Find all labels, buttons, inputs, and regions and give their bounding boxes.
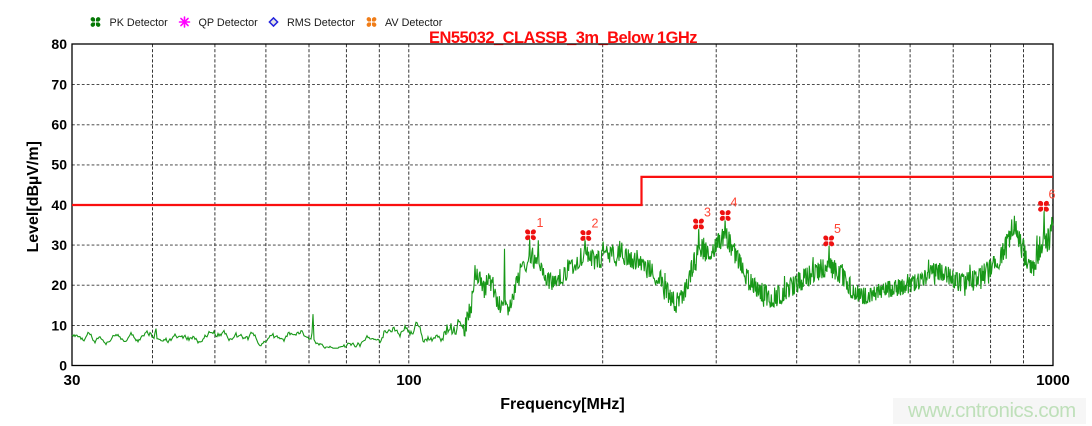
svg-text:2: 2: [592, 217, 599, 231]
svg-text:Level[dBµV/m]: Level[dBµV/m]: [25, 141, 42, 252]
svg-text:4: 4: [731, 196, 738, 210]
svg-text:Frequency[MHz]: Frequency[MHz]: [500, 396, 624, 413]
svg-text:3: 3: [704, 206, 711, 220]
svg-text:80: 80: [51, 36, 67, 52]
svg-text:AV Detector: AV Detector: [385, 17, 443, 29]
svg-text:1000: 1000: [1036, 372, 1070, 389]
svg-text:30: 30: [64, 372, 81, 389]
svg-text:30: 30: [51, 237, 67, 253]
svg-text:50: 50: [51, 157, 67, 173]
svg-text:0: 0: [59, 358, 67, 374]
svg-text:40: 40: [51, 197, 67, 213]
svg-text:20: 20: [51, 277, 67, 293]
svg-text:RMS Detector: RMS Detector: [287, 17, 355, 29]
svg-text:10: 10: [51, 317, 67, 333]
svg-text:100: 100: [396, 372, 421, 389]
svg-text:www.cntronics.com: www.cntronics.com: [907, 399, 1076, 422]
svg-text:1: 1: [537, 216, 544, 230]
svg-text:PK Detector: PK Detector: [110, 17, 169, 29]
svg-text:6: 6: [1049, 188, 1056, 202]
svg-text:60: 60: [51, 116, 67, 132]
svg-text:5: 5: [834, 222, 841, 236]
svg-text:QP Detector: QP Detector: [199, 17, 259, 29]
svg-text:EN55032_CLASSB_3m_Below 1GHz: EN55032_CLASSB_3m_Below 1GHz: [429, 29, 697, 47]
svg-text:70: 70: [51, 77, 67, 93]
